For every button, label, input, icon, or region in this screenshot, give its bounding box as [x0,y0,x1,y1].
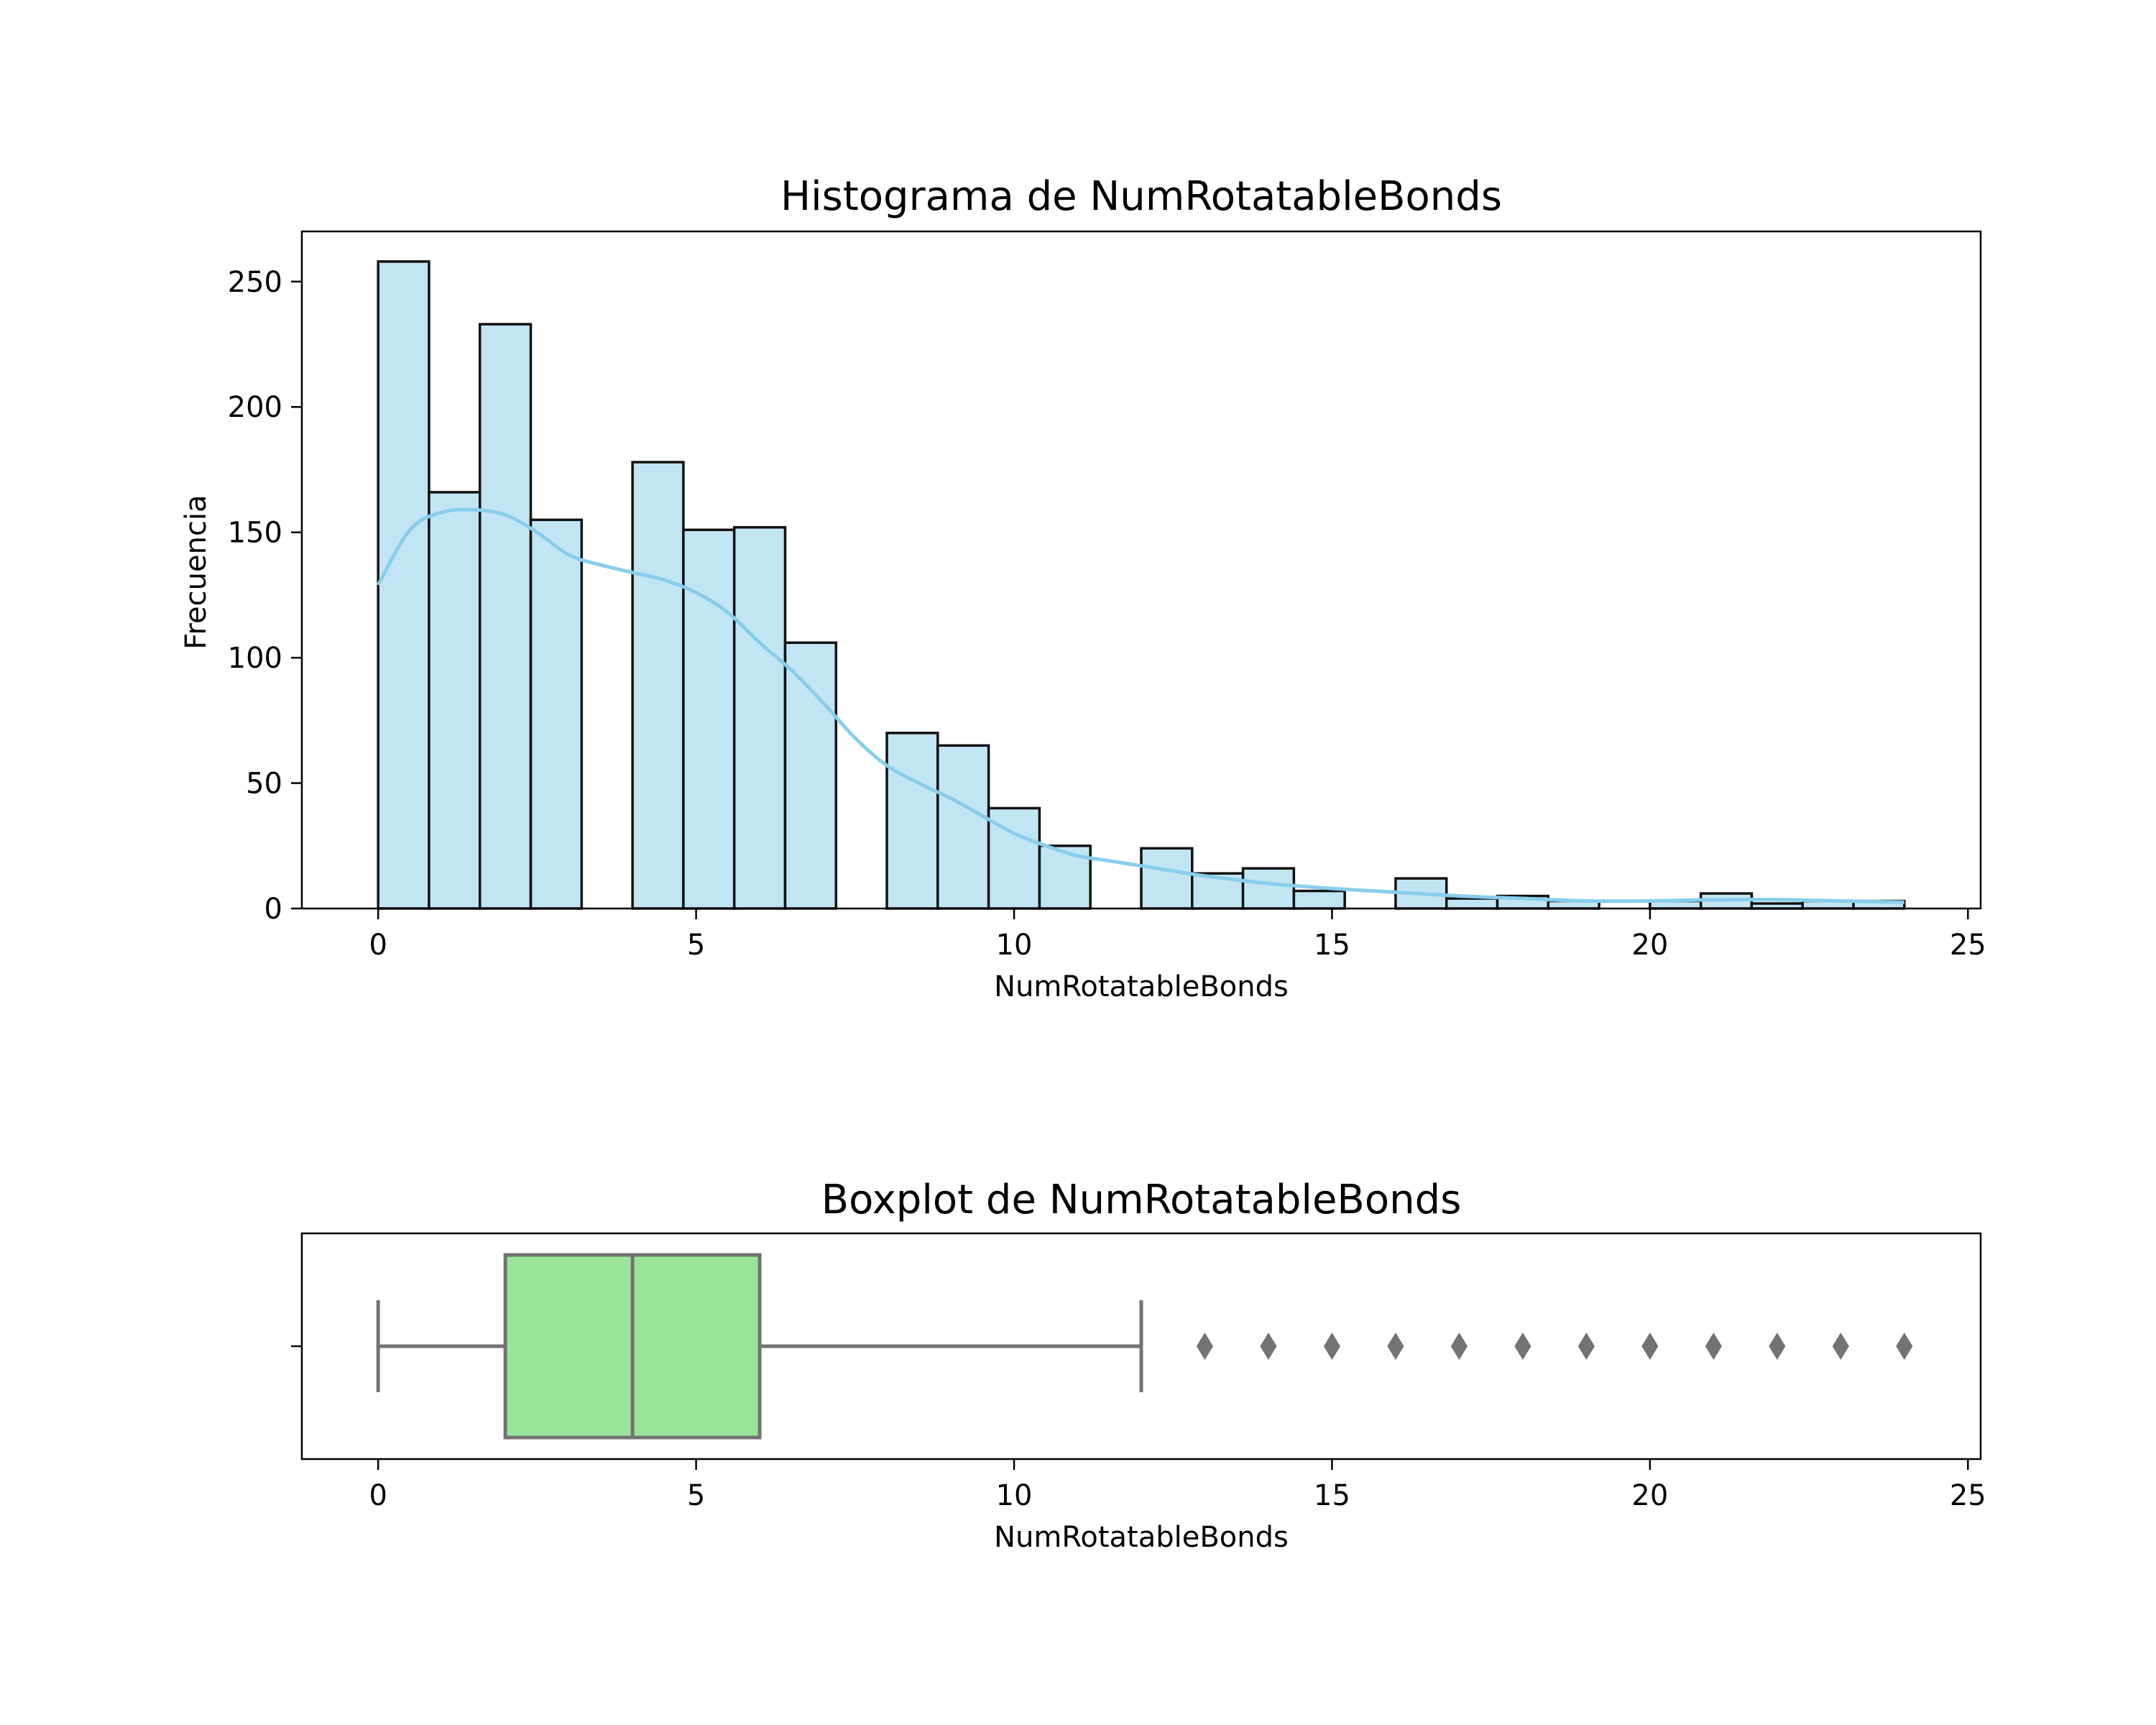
histogram-bar [682,528,736,910]
boxplot-x-axis-label: NumRotatableBonds [994,1521,1289,1554]
histogram-bar [631,461,685,910]
kde-curve [377,507,1904,904]
histogram-x-tick-label: 25 [1950,929,1986,962]
histogram-bar [783,641,838,910]
histogram-bar [885,732,939,910]
histogram-x-tick-label: 10 [996,929,1033,962]
histogram-y-tick-label: 0 [264,893,282,926]
histogram-x-tick-label: 5 [687,929,705,962]
boxplot-outlier [1260,1333,1277,1360]
boxplot-x-tick-label: 25 [1950,1479,1986,1512]
histogram-bar [479,323,533,910]
boxplot-outlier [1196,1333,1214,1360]
histogram-bars [377,260,1906,910]
boxplot-outlier [1450,1333,1468,1360]
histogram-y-axis-label: Frecuencia [180,494,213,649]
histogram-bar [732,525,787,910]
boxplot-outlier [1705,1333,1722,1360]
boxplot-x-tick-label: 15 [1314,1479,1350,1512]
boxplot-panel: Boxplot de NumRotatableBonds 0 5 10 15 20 25 … [291,1177,1986,1554]
histogram-x-tick-label: 0 [369,929,387,962]
histogram-x-axis-label: NumRotatableBonds [994,970,1289,1003]
histogram-bar [1140,847,1194,910]
histogram-bar [1445,897,1499,910]
histogram-bar [936,744,990,910]
boxplot-x-ticks: 0 5 10 15 20 25 [369,1459,1986,1512]
histogram-bar [428,491,482,910]
histogram-y-tick-label: 50 [246,768,282,801]
histogram-y-tick-label: 200 [228,391,282,424]
boxplot-x-tick-label: 20 [1631,1479,1668,1512]
histogram-panel: Histograma de NumRotatableBonds 0 5 10 15 20… [180,173,1986,1003]
histogram-bar [1241,867,1296,910]
histogram-x-tick-label: 20 [1631,929,1668,962]
histogram-bar [377,260,430,910]
histogram-y-tick-label: 150 [228,517,282,550]
boxplot-body [376,1253,1913,1440]
boxplot-outlier [1323,1333,1341,1360]
boxplot-x-tick-label: 5 [687,1479,705,1512]
boxplot-outlier [1641,1333,1659,1360]
histogram-y-ticks: 0 50 100 150 200 250 [228,266,302,926]
boxplot-outlier [1577,1333,1595,1360]
histogram-x-tick-label: 15 [1314,929,1350,962]
boxplot-outlier [1514,1333,1531,1360]
boxplot-title: Boxplot de NumRotatableBonds [821,1177,1462,1223]
boxplot-x-tick-label: 10 [996,1479,1033,1512]
boxplot-x-tick-label: 0 [369,1479,387,1512]
histogram-title: Histograma de NumRotatableBonds [780,173,1502,220]
histogram-bar [529,518,584,910]
boxplot-outlier [1832,1333,1849,1360]
boxplot-outlier [1769,1333,1786,1360]
histogram-x-ticks: 0 5 10 15 20 25 [369,908,1986,962]
histogram-y-tick-label: 250 [228,266,282,299]
histogram-y-tick-label: 100 [228,642,282,675]
boxplot-outlier [1387,1333,1404,1360]
histogram-plot-area [300,230,1982,910]
boxplot-outlier [1896,1333,1913,1360]
histogram-bar [1292,889,1346,910]
